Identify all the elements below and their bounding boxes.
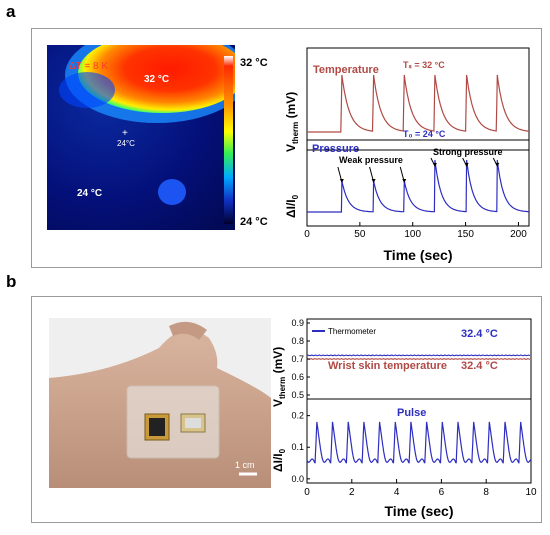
b-temp-ylabel-main: V (271, 399, 285, 407)
b-temp-ytick-label: 0.7 (291, 354, 304, 364)
panel-b-letter: b (6, 272, 17, 291)
b-xtick-label: 8 (483, 487, 489, 498)
b-xtick-label: 4 (394, 487, 400, 498)
b-temp-ylabel-sub: therm (278, 377, 287, 399)
b-temp-ylabel-unit: (mV) (271, 347, 285, 377)
thermal-image: ΔT = 8 K 32 °C + 24°C 24 °C (47, 45, 235, 230)
a-pressure-arrowhead (464, 163, 469, 167)
b-pulse-ylabel-sub: 0 (278, 448, 287, 453)
wrist-photo: 1 cm (49, 318, 271, 488)
a-pressure-arrowhead (402, 179, 407, 183)
b-temp-ytick-label: 0.8 (291, 336, 304, 346)
a-xtick-label: 0 (304, 229, 310, 240)
b-temp-ylabel: Vtherm (mV) (271, 347, 287, 407)
a-temp-ylabel-unit: (mV) (284, 92, 298, 122)
b-xtick-label: 6 (439, 487, 445, 498)
panel-a-chart: Vtherm (mV) ΔI/I0 Temperature Tₛ = 32 °C… (284, 47, 530, 263)
b-pulse-ytick-label: 0.0 (291, 474, 304, 484)
a-pressure-arrowhead (339, 179, 344, 183)
b-pulse-ylabel: ΔI/I0 (271, 448, 287, 472)
a-xtick-label: 100 (404, 229, 421, 240)
thermal-crosshair-icon: + (122, 128, 128, 139)
b-legend-label: Thermometer (328, 327, 376, 336)
b-temp-series-line (306, 357, 531, 361)
photo-scale-label: 1 cm (235, 460, 255, 470)
thermal-hot-label: 32 °C (144, 74, 169, 85)
panel-b-chart: Vtherm (mV) ΔI/I0 Thermometer 32.4 °C Wr… (271, 318, 537, 519)
a-temp-high-annotation: Tₛ = 32 °C (403, 60, 445, 70)
a-pressure-plot-frame (306, 139, 530, 227)
a-weak-pressure-label: Weak pressure (339, 155, 403, 165)
b-pulse-ytick-label: 0.2 (291, 411, 304, 421)
b-temp-caption: Wrist skin temperature (328, 360, 447, 372)
b-temp-reading-top: 32.4 °C (461, 328, 498, 340)
b-pulse-series-label: Pulse (397, 407, 426, 419)
thermal-cold-label: 24 °C (77, 188, 102, 199)
a-pressure-arrowhead (495, 163, 500, 167)
b-temp-series-line (306, 354, 531, 357)
a-pressure-arrowhead (432, 163, 437, 167)
a-pressure-arrowhead (371, 179, 376, 183)
a-pressure-ylabel: ΔI/I0 (284, 194, 300, 218)
a-xtick-label: 200 (510, 229, 527, 240)
b-xtick-label: 2 (349, 487, 355, 498)
panel-a-letter: a (6, 2, 16, 21)
a-pressure-ylabel-main: ΔI/I (284, 199, 298, 218)
colorbar-max-label: 32 °C (240, 57, 268, 69)
b-temp-ytick-label: 0.9 (291, 318, 304, 328)
a-temp-ylabel-main: V (284, 144, 298, 152)
thermal-colorbar: 32 °C 24 °C (224, 56, 268, 228)
a-xtick-label: 150 (457, 229, 474, 240)
colorbar-min-label: 24 °C (240, 216, 268, 228)
b-pulse-plot-frame (306, 398, 532, 484)
b-xtick-label: 0 (304, 487, 310, 498)
b-xlabel: Time (sec) (385, 503, 454, 519)
a-strong-pressure-label: Strong pressure (433, 147, 503, 157)
a-temp-ylabel: Vtherm (mV) (284, 92, 300, 152)
b-pulse-series-line (306, 421, 532, 464)
thermal-delta-label: ΔT = 8 K (69, 61, 108, 72)
a-temp-series-label: Temperature (313, 64, 379, 76)
a-pressure-series-label: Pressure (312, 143, 359, 155)
a-temp-low-annotation: T₀ = 24 °C (403, 129, 446, 139)
b-temp-ytick-label: 0.5 (291, 390, 304, 400)
a-pressure-ylabel-sub: 0 (291, 194, 300, 199)
a-xlabel: Time (sec) (384, 247, 453, 263)
b-xtick-label: 10 (525, 487, 537, 498)
b-pulse-ylabel-main: ΔI/I (271, 453, 285, 472)
a-temp-plot-frame (306, 47, 530, 151)
a-temp-ylabel-sub: therm (291, 122, 300, 144)
a-temp-series-line (307, 74, 529, 133)
b-temp-reading-bottom: 32.4 °C (461, 360, 498, 372)
b-temp-ytick-label: 0.6 (291, 372, 304, 382)
a-xtick-label: 50 (354, 229, 366, 240)
thermal-mid-label: 24°C (117, 139, 135, 148)
a-pressure-series-line (307, 159, 529, 213)
b-pulse-ytick-label: 0.1 (291, 442, 304, 452)
